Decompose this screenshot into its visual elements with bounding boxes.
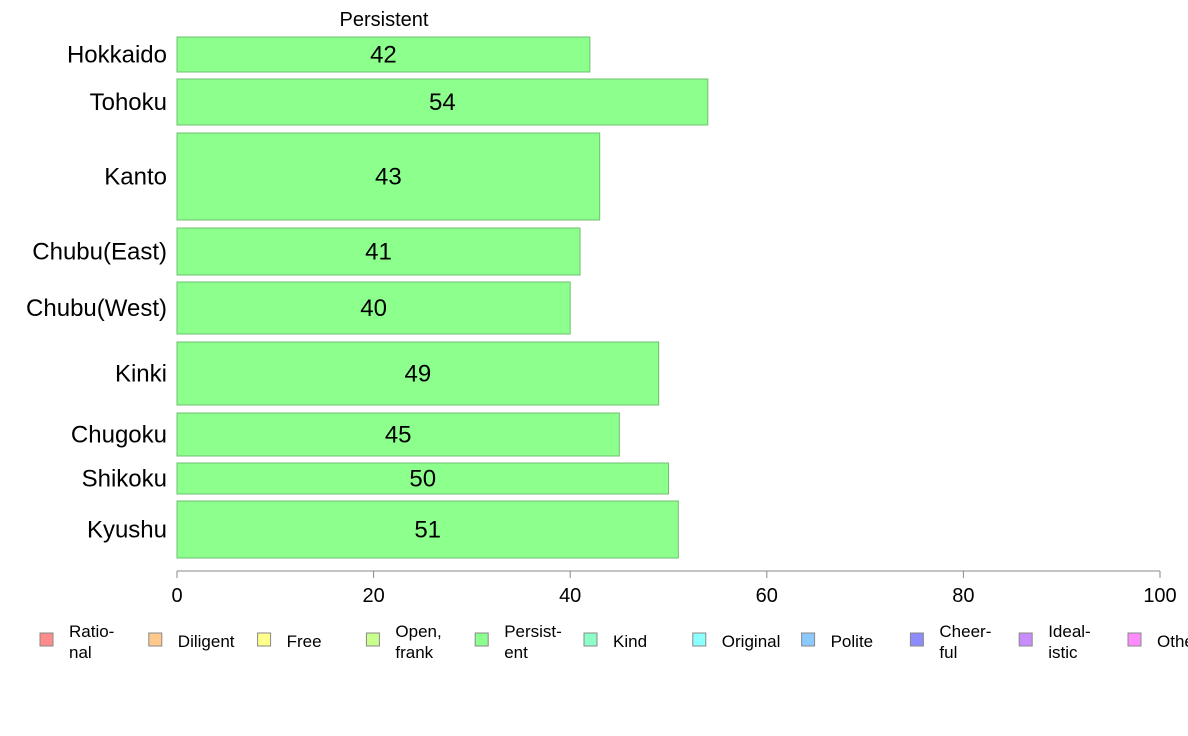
x-tick-label-20: 20 [362, 585, 384, 607]
bar-tohoku [176, 78, 709, 126]
x-tick-label-40: 40 [559, 585, 581, 607]
bar-shikoku [176, 462, 669, 495]
bar-kyushu [176, 500, 679, 559]
legend-label-othe: Othe [1157, 632, 1188, 651]
category-label-kinki: Kinki [115, 361, 167, 388]
value-label-kinki: 49 [404, 361, 431, 388]
legend-label-free: Free [287, 632, 322, 651]
legend-swatch-ideal-istic [1018, 632, 1033, 647]
bars-group: Hokkaido 42 Tohoku 54 Kanto 43 Chubu(East) 41 Ch… [26, 36, 709, 559]
bar-chugoku [176, 412, 620, 457]
value-label-chugoku: 45 [385, 422, 412, 449]
legend-swatch-original [692, 632, 707, 647]
legend-label-kind: Kind [613, 632, 647, 651]
category-label-kyushu: Kyushu [87, 517, 167, 544]
x-tick-label-60: 60 [756, 585, 778, 607]
value-label-chubu-east: 41 [365, 239, 392, 266]
value-label-kyushu: 51 [414, 517, 441, 544]
legend-swatch-free [257, 632, 272, 647]
legend-label-ratio-nal-1: Ratio- [69, 622, 114, 641]
bar-chubu-east [176, 227, 581, 276]
bar-kinki [176, 341, 660, 406]
category-label-chubu-east: Chubu(East) [32, 239, 167, 266]
legend-swatch-cheer-ful [909, 632, 924, 647]
legend: Ratio-nal Diligent Free Open, frank Persist-e… [39, 622, 1188, 662]
legend-label-cheer-ful-1: Cheer- [939, 622, 991, 641]
legend-swatch-othe [1127, 632, 1142, 647]
value-label-shikoku: 50 [409, 466, 436, 493]
legend-label-original: Original [722, 632, 781, 651]
bar-kanto [176, 132, 601, 221]
x-tick-label-80: 80 [952, 585, 974, 607]
legend-label-persist-ent-2: ent [504, 643, 528, 662]
value-label-kanto: 43 [375, 164, 402, 191]
legend-label-ideal-istic-2: istic [1048, 643, 1078, 662]
legend-swatch-kind [583, 632, 598, 647]
legend-label-polite: Polite [831, 632, 874, 651]
category-label-chubu-west: Chubu(West) [26, 295, 167, 322]
legend-label-persist-ent-1: Persist- [504, 622, 562, 641]
category-label-kanto: Kanto [104, 164, 167, 191]
legend-label-ratio-nal-2: nal [69, 643, 92, 662]
bar-chubu-west [176, 281, 571, 335]
legend-label-cheer-ful-2: ful [939, 643, 957, 662]
category-label-chugoku: Chugoku [71, 422, 167, 449]
category-label-hokkaido: Hokkaido [67, 42, 167, 69]
value-label-hokkaido: 42 [370, 42, 397, 69]
legend-label-diligent: Diligent [178, 632, 235, 651]
x-tick-label-100: 100 [1143, 585, 1176, 607]
bar-hokkaido [176, 36, 591, 73]
legend-label-open-frank-2: frank [395, 643, 433, 662]
legend-swatch-persist-ent [474, 632, 489, 647]
value-label-tohoku: 54 [429, 89, 456, 116]
value-label-chubu-west: 40 [360, 295, 387, 322]
x-axis: 0 20 40 60 80 100 [171, 570, 1177, 607]
category-label-tohoku: Tohoku [90, 89, 167, 116]
chart-title: Persistent [340, 9, 429, 31]
category-label-shikoku: Shikoku [82, 466, 167, 493]
legend-swatch-diligent [148, 632, 163, 647]
legend-label-open-frank-1: Open, [395, 622, 441, 641]
x-tick-label-0: 0 [171, 585, 182, 607]
legend-label-ideal-istic-1: Ideal- [1048, 622, 1091, 641]
legend-swatch-polite [801, 632, 816, 647]
legend-swatch-ratio-nal [39, 632, 54, 647]
legend-swatch-open-frank [365, 632, 380, 647]
